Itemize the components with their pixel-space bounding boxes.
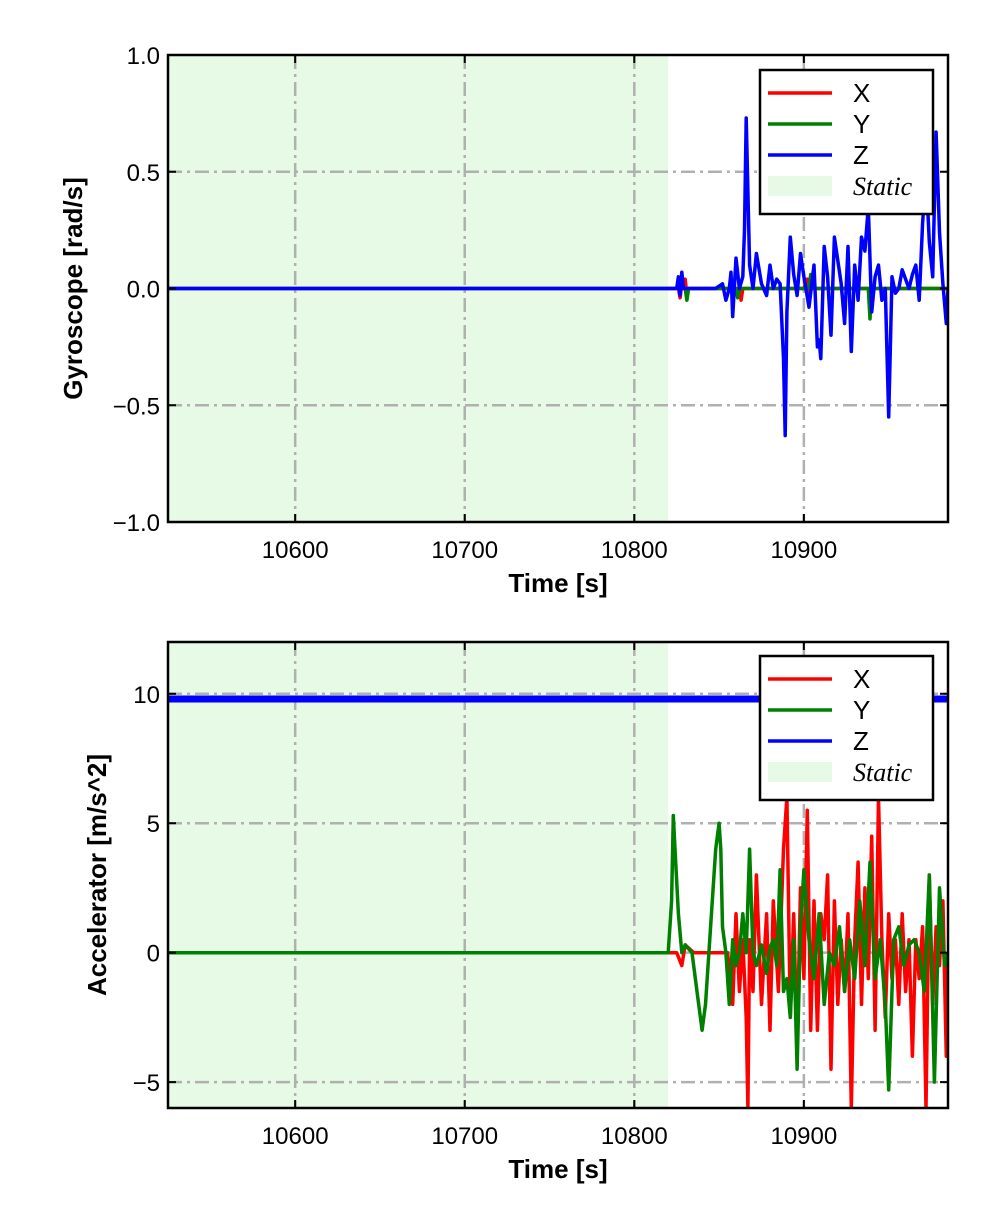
legend-label-static: Static [853,172,913,201]
series-line-y [168,813,948,1092]
x-tick-label: 10800 [601,537,668,564]
y-tick-label: 0.5 [127,160,160,187]
plot-area [168,116,948,438]
chart-panel-1: 10600 10700 10800 10900 −1.0 −0.5 0.0 0.5 1.0 Tim… [58,43,950,598]
x-tick-label: 10800 [601,1123,668,1150]
x-tick-label: 10900 [770,1123,837,1150]
y-tick-label: 1.0 [127,43,160,70]
legend-swatch-static [768,762,832,782]
y-tick-label: −5 [133,1070,160,1097]
legend-label-z: Z [853,140,869,170]
legend-label-x: X [853,78,870,108]
y-tick-label: −0.5 [113,393,160,420]
y-tick-label: 0 [147,941,160,968]
legend-label-static: Static [853,758,913,787]
y-tick-label: 5 [147,811,160,838]
x-tick-label: 10600 [262,537,329,564]
legend-label-y: Y [853,109,870,139]
y-axis-label: Accelerator [m/s^2] [82,754,112,996]
x-tick-label: 10700 [431,537,498,564]
x-tick-label: 10700 [431,1123,498,1150]
legend-label-y: Y [853,695,870,725]
x-tick-label: 10900 [770,537,837,564]
y-tick-label: −1.0 [113,510,160,537]
legend-label-x: X [853,664,870,694]
static-region [168,642,669,1108]
legend-label-z: Z [853,726,869,756]
x-tick-label: 10600 [262,1123,329,1150]
x-axis-label: Time [s] [508,568,607,598]
y-tick-label: 10 [133,682,160,709]
x-axis-label: Time [s] [508,1154,607,1184]
y-axis-label: Gyroscope [rad/s] [58,177,88,400]
y-tick-label: 0.0 [127,277,160,304]
series-line-z [168,116,948,438]
legend-swatch-static [768,176,832,196]
axes-frame [166,640,950,1110]
series-line-x [168,795,948,1108]
chart-panel-2: 10600 10700 10800 10900 −5 0 5 10 Time [s] Accele… [82,640,950,1184]
